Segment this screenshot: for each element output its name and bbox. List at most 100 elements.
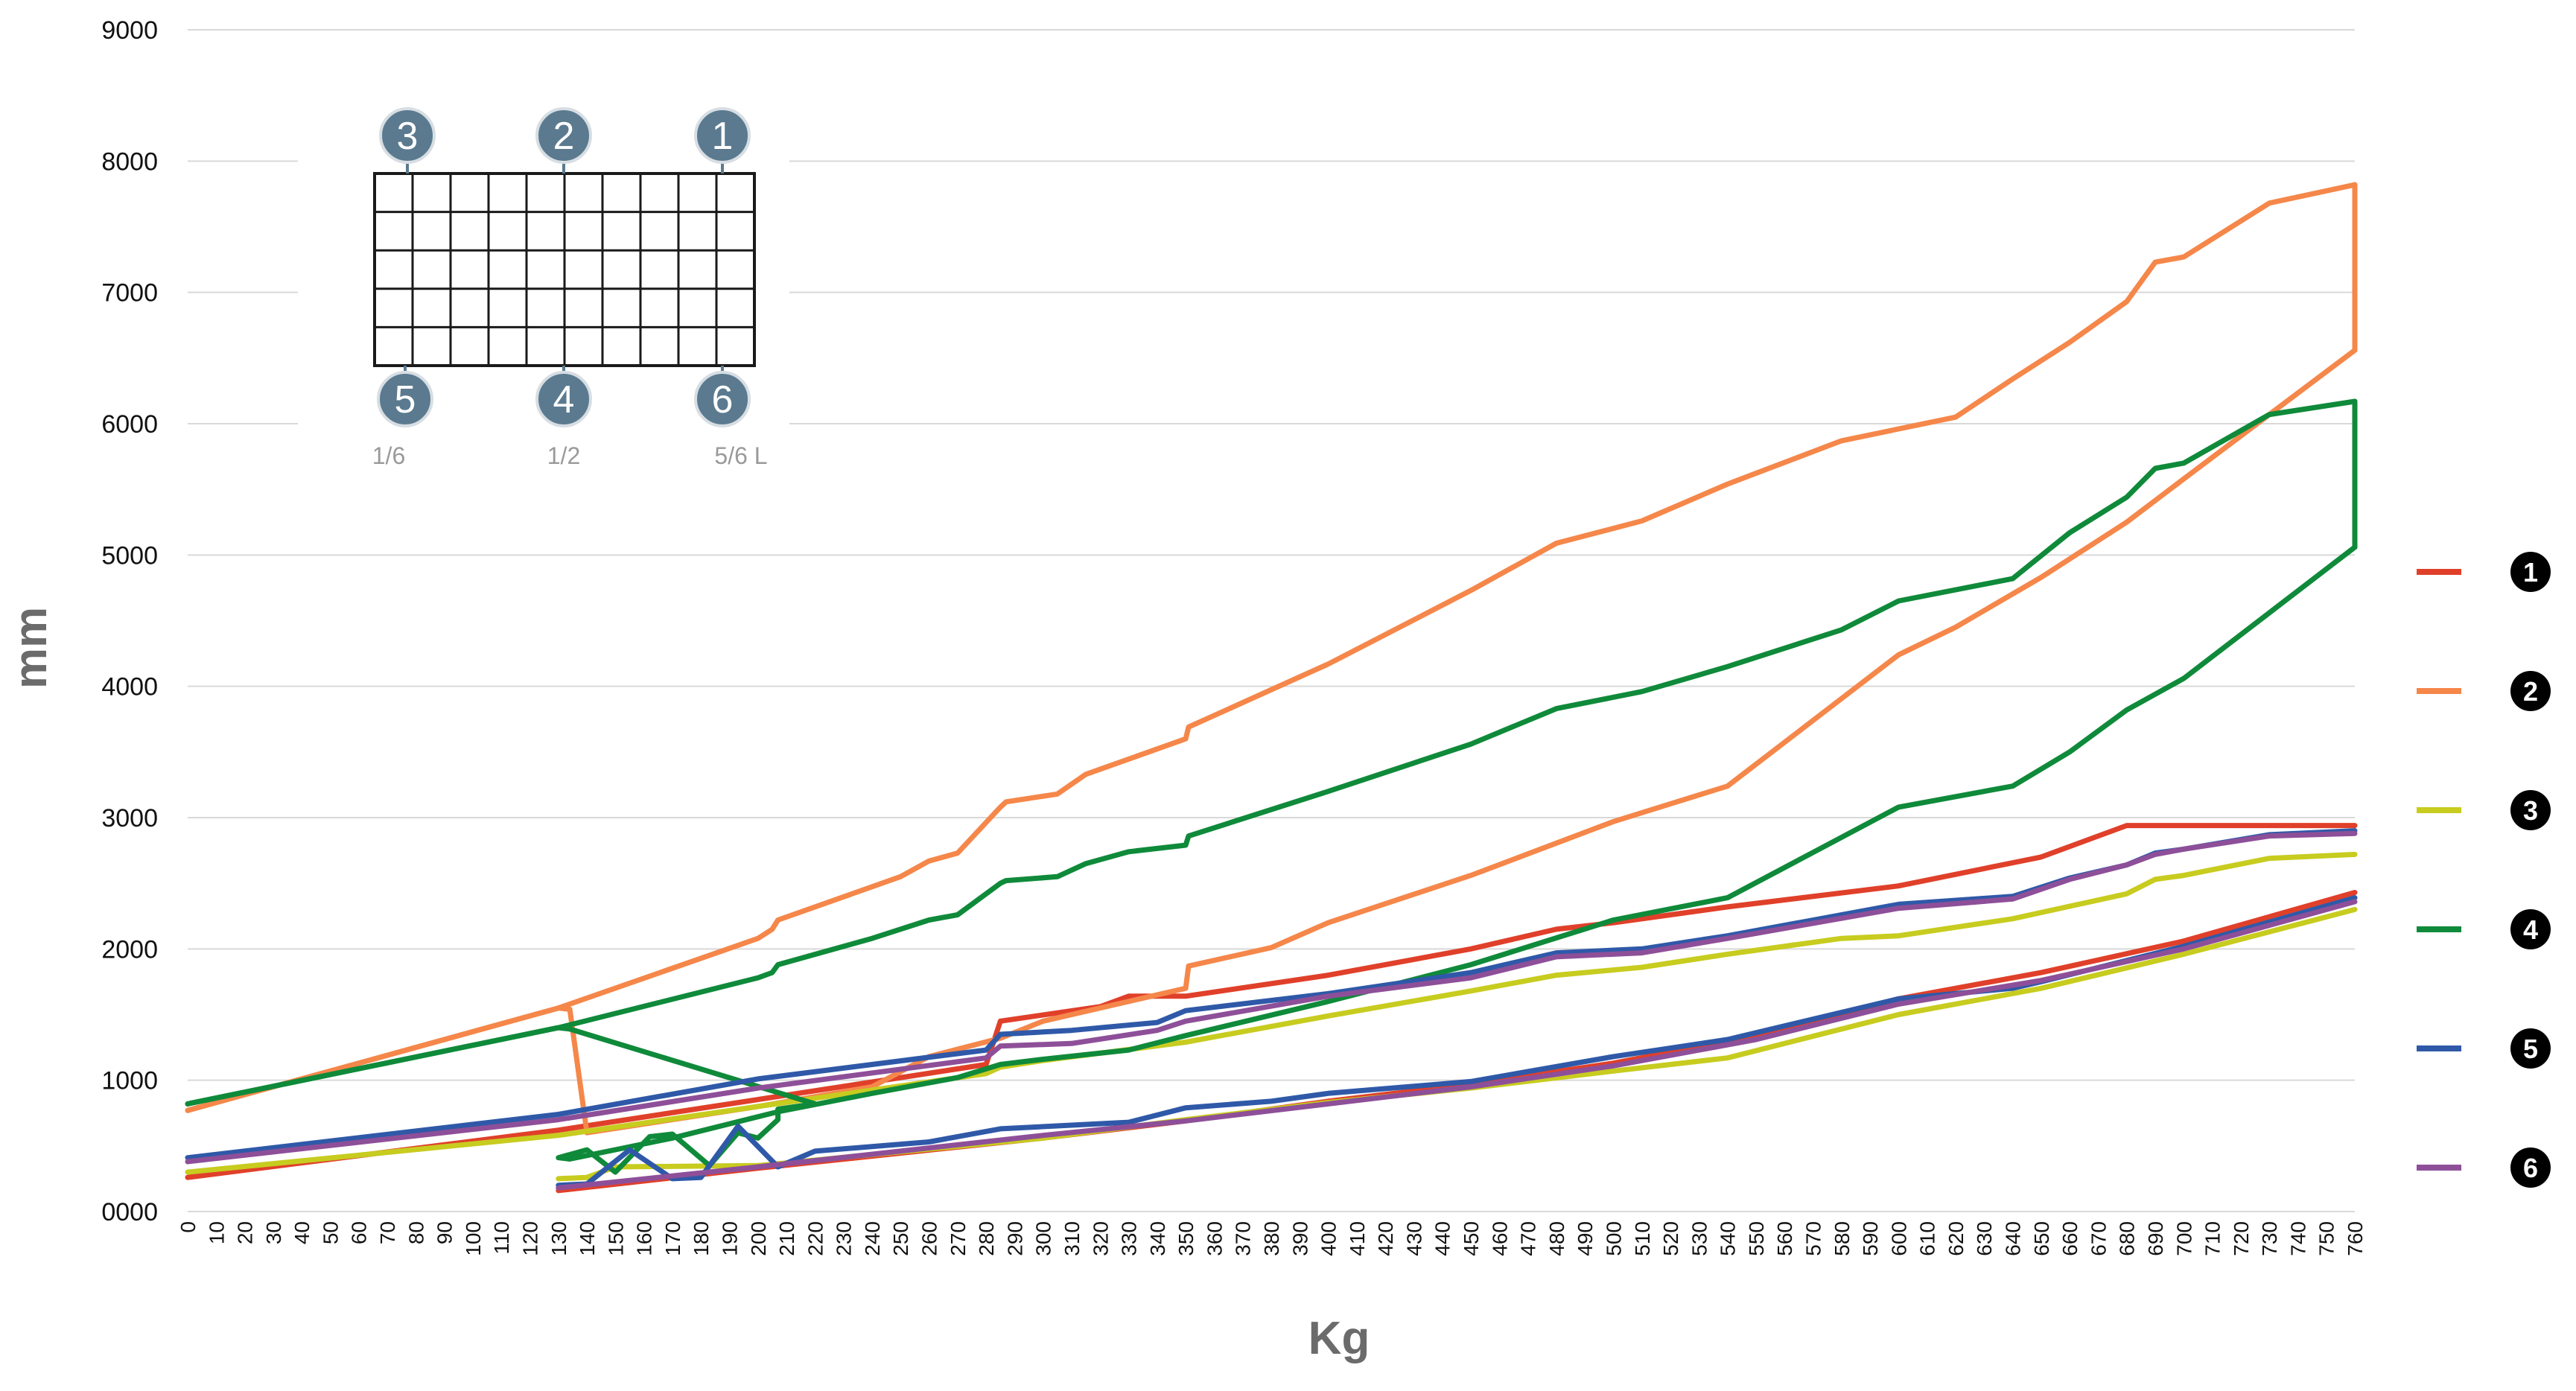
inset-bottom-marker-4-circle [535, 371, 592, 427]
legend-badge-3 [2510, 790, 2551, 830]
x-tick-label: 60 [348, 1221, 371, 1244]
inset-bottom-marker-6-circle [694, 371, 751, 427]
x-tick-label: 500 [1602, 1221, 1625, 1256]
x-tick-label: 310 [1060, 1221, 1084, 1256]
x-tick-label: 120 [518, 1221, 541, 1256]
x-tick-label: 270 [947, 1221, 970, 1256]
x-tick-label: 410 [1346, 1221, 1369, 1256]
x-tick-label: 110 [490, 1221, 513, 1255]
x-tick-label: 700 [2172, 1221, 2195, 1256]
legend-item-3: 3 [2417, 790, 2551, 830]
x-tick-label: 670 [2087, 1221, 2110, 1256]
x-tick-label: 570 [1802, 1221, 1825, 1256]
x-tick-label: 210 [775, 1221, 798, 1256]
x-tick-label: 140 [576, 1221, 599, 1256]
x-tick-label: 230 [833, 1221, 856, 1256]
y-tick-label: 0000 [101, 1198, 158, 1226]
inset-top-marker-1-circle [694, 107, 751, 164]
legend-label-2: 2 [2523, 676, 2538, 707]
y-tick-label: 7000 [101, 279, 158, 308]
series-3-upper-line [185, 851, 2358, 1175]
x-tick-label: 720 [2230, 1221, 2253, 1256]
series-2-upper-line [185, 182, 2358, 1113]
x-tick-label: 650 [2030, 1221, 2053, 1256]
position-label-1-2: 1/2 [547, 442, 580, 469]
x-tick-label: 420 [1374, 1221, 1397, 1256]
inset-top-marker-2-number: 2 [553, 115, 575, 158]
y-axis-title: mm [5, 607, 57, 689]
legend-label-6: 6 [2523, 1153, 2538, 1183]
x-tick-label: 600 [1887, 1221, 1910, 1256]
legend-badge-1 [2510, 552, 2551, 592]
x-tick-label: 340 [1146, 1221, 1169, 1256]
x-tick-label: 160 [633, 1221, 656, 1256]
x-tick-label: 560 [1773, 1221, 1796, 1256]
inset-top-marker-3-number: 3 [397, 115, 419, 158]
x-tick-label: 80 [404, 1221, 427, 1244]
x-tick-label: 460 [1488, 1221, 1511, 1256]
x-tick-label: 760 [2344, 1221, 2367, 1256]
inset-markers: 3 2 1 5 4 6 [377, 107, 751, 427]
y-tick-label: 4000 [101, 673, 158, 701]
inset-bottom-marker-6-number: 6 [712, 378, 734, 421]
series-5-lower-line [556, 895, 2358, 1188]
x-tick-label: 100 [462, 1221, 485, 1256]
series-4-upper-line [185, 398, 2358, 1107]
x-tick-label: 390 [1288, 1221, 1311, 1256]
x-tick-label: 440 [1431, 1221, 1454, 1256]
x-tick-label: 480 [1545, 1221, 1568, 1256]
legend-badge-5 [2510, 1028, 2551, 1069]
inset-bottom-marker-4-number: 4 [553, 378, 575, 421]
x-tick-label: 590 [1859, 1221, 1882, 1256]
x-tick-label: 20 [234, 1221, 257, 1244]
x-tick-label: 730 [2258, 1221, 2281, 1256]
x-tick-label: 280 [975, 1221, 998, 1256]
series-4-lower-line [185, 544, 2358, 1175]
x-tick-label: 30 [262, 1221, 285, 1244]
legend-item-2: 2 [2417, 671, 2551, 711]
x-tick-label: 400 [1317, 1221, 1341, 1256]
x-tick-label: 290 [1003, 1221, 1026, 1256]
x-axis-title: Kg [1308, 1313, 1370, 1364]
legend: 1 2 3 4 5 6 [2417, 552, 2551, 1188]
x-tick-label: 380 [1260, 1221, 1283, 1256]
x-tick-label: 350 [1174, 1221, 1198, 1256]
x-tick-label: 330 [1118, 1221, 1141, 1256]
x-tick-label: 70 [376, 1221, 399, 1244]
x-tick-label: 580 [1831, 1221, 1854, 1256]
y-tick-label: 8000 [101, 147, 158, 176]
x-tick-label: 470 [1517, 1221, 1540, 1256]
x-tick-label: 300 [1032, 1221, 1055, 1256]
legend-badge-4 [2510, 909, 2551, 949]
y-tick-label: 2000 [101, 935, 158, 964]
y-tick-label: 1000 [101, 1067, 158, 1095]
y-tick-label: 6000 [101, 410, 158, 439]
x-tick-label: 0 [176, 1221, 200, 1233]
y-tick-label: 5000 [101, 541, 158, 570]
x-tick-label: 540 [1717, 1221, 1740, 1256]
legend-item-5: 5 [2417, 1028, 2551, 1069]
legend-label-3: 3 [2523, 795, 2538, 826]
x-tick-label: 750 [2315, 1221, 2338, 1256]
x-tick-label: 660 [2058, 1221, 2082, 1256]
x-tick-label: 90 [433, 1221, 457, 1244]
position-label-5-6-l: 5/6 L [714, 442, 767, 469]
x-tick-label: 320 [1089, 1221, 1112, 1256]
x-tick-label: 10 [205, 1221, 228, 1244]
x-tick-label: 170 [661, 1221, 684, 1256]
x-tick-label: 630 [1973, 1221, 1996, 1256]
legend-item-6: 6 [2417, 1148, 2551, 1188]
x-tick-label: 180 [690, 1221, 713, 1256]
legend-label-1: 1 [2523, 557, 2538, 588]
x-tick-label: 220 [804, 1221, 827, 1256]
x-tick-label: 510 [1631, 1221, 1654, 1256]
y-axis-ticks: 0000 1000 2000 3000 4000 5000 6000 7000 8000 9000 [101, 16, 158, 1226]
legend-item-4: 4 [2417, 909, 2551, 949]
x-tick-label: 130 [547, 1221, 570, 1256]
series-lines [185, 182, 2358, 1194]
x-tick-label: 520 [1659, 1221, 1682, 1256]
x-tick-label: 710 [2201, 1221, 2224, 1256]
x-tick-label: 680 [2116, 1221, 2139, 1256]
x-tick-label: 50 [319, 1221, 342, 1244]
